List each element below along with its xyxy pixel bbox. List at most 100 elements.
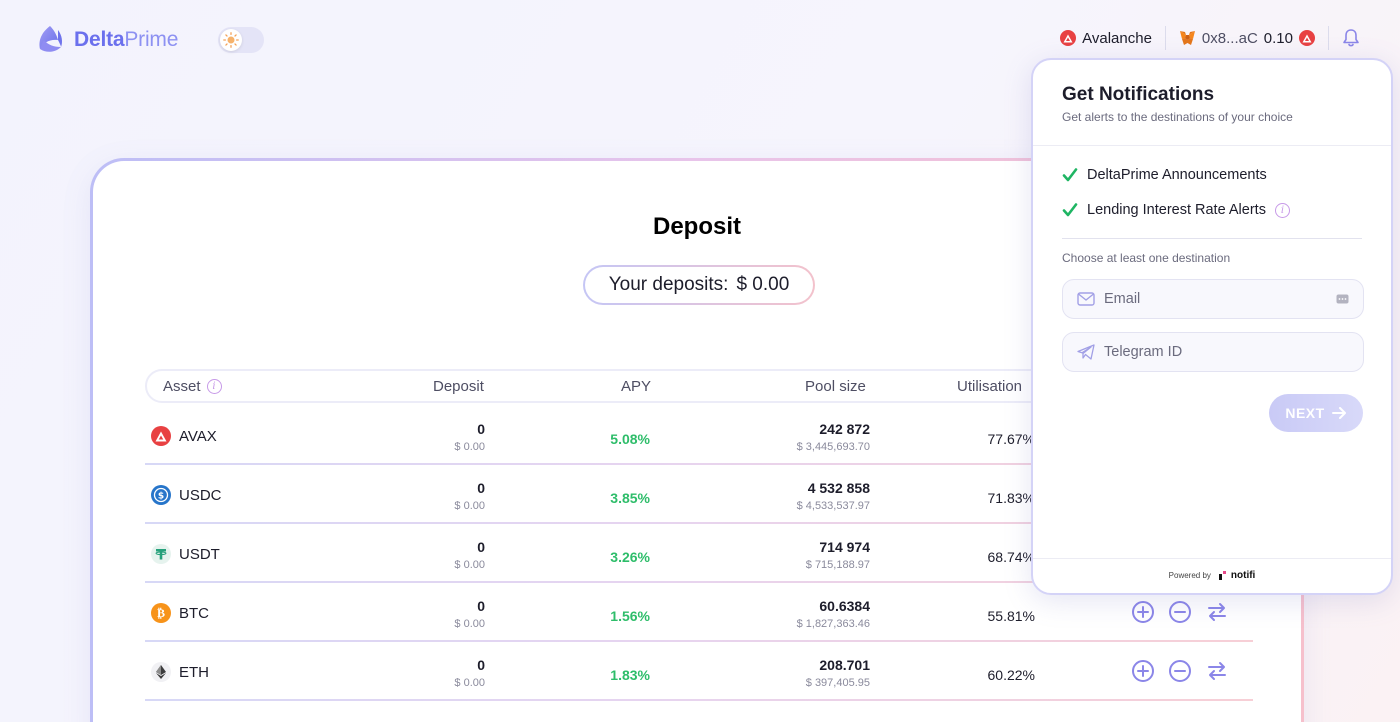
logo[interactable]: DeltaPrime	[32, 22, 178, 58]
network-selector[interactable]: Avalanche	[1060, 30, 1152, 47]
column-utilisation: Utilisation	[957, 377, 1023, 395]
notifications-title: Get Notifications	[1062, 84, 1215, 105]
asset-symbol: BTC	[179, 604, 209, 622]
telegram-icon	[1077, 344, 1095, 360]
option-label: Lending Interest Rate Alerts	[1087, 202, 1266, 218]
deposit-cell: 0 $ 0.00	[454, 421, 485, 453]
pool-cell: 60.6384 $ 1,827,363.46	[797, 598, 870, 630]
column-apy: APY	[621, 377, 652, 395]
notification-option-interest-rate[interactable]: Lending Interest Rate Alerts i	[1062, 202, 1290, 218]
deposit-amount: 0	[477, 480, 485, 496]
powered-by-label: Powered by	[1168, 571, 1211, 580]
row-actions	[1131, 659, 1229, 683]
asset-symbol: USDC	[179, 486, 222, 504]
header-divider-2	[1328, 26, 1329, 50]
pool-amount: 242 872	[819, 421, 870, 437]
table-row: USDT 0 $ 0.00 3.26% 714 974 $ 715,188.97…	[145, 524, 1253, 583]
divider	[1033, 145, 1391, 146]
pool-amount: 4 532 858	[807, 480, 870, 496]
deposit-cell: 0 $ 0.00	[454, 480, 485, 512]
deposit-usd: $ 0.00	[454, 559, 485, 571]
bell-icon	[1343, 29, 1359, 47]
theme-toggle[interactable]	[218, 27, 264, 53]
utilisation-value: 77.67%	[987, 431, 1035, 447]
your-deposits-label: Your deposits:	[608, 274, 729, 295]
asset-cell: $ USDC	[151, 485, 222, 505]
deposit-usd: $ 0.00	[454, 618, 485, 630]
deposit-plus-icon[interactable]	[1131, 600, 1155, 624]
btc-icon: ₿	[151, 603, 171, 623]
notification-option-announcements[interactable]: DeltaPrime Announcements	[1062, 167, 1267, 183]
apy-value: 3.26%	[610, 549, 650, 565]
deposit-cell: 0 $ 0.00	[454, 657, 485, 689]
asset-cell: ₿ BTC	[151, 603, 209, 623]
arrow-right-icon	[1331, 407, 1346, 419]
notifi-logo[interactable]: notifi	[1218, 570, 1256, 581]
pool-amount: 208.701	[819, 657, 870, 673]
utilisation-value: 55.81%	[987, 608, 1035, 624]
pool-usd: $ 3,445,693.70	[796, 441, 870, 453]
network-name: Avalanche	[1082, 29, 1152, 47]
asset-cell: ETH	[151, 662, 209, 682]
powered-by: Powered by notifi	[1033, 570, 1391, 581]
row-actions	[1131, 600, 1229, 624]
utilisation-value: 71.83%	[987, 490, 1035, 506]
deposit-amount: 0	[477, 657, 485, 673]
swap-arrows-icon[interactable]	[1205, 600, 1229, 624]
asset-symbol: ETH	[179, 663, 209, 681]
notifi-brand: notifi	[1230, 570, 1256, 581]
pool-amount: 714 974	[819, 539, 870, 555]
pool-cell: 714 974 $ 715,188.97	[806, 539, 870, 571]
logo-text-light: Prime	[124, 28, 179, 51]
avalanche-balance-icon	[1299, 30, 1315, 46]
telegram-input[interactable]	[1104, 344, 1349, 360]
wallet-button[interactable]: 0x8...aC 0.10	[1179, 30, 1315, 47]
asset-symbol: USDT	[179, 545, 220, 563]
apy-value: 3.85%	[610, 490, 650, 506]
usdt-icon	[151, 544, 171, 564]
your-deposits-pill: Your deposits: $ 0.00	[583, 265, 815, 305]
deposit-plus-icon[interactable]	[1131, 659, 1155, 683]
usdc-icon: $	[151, 485, 171, 505]
next-button[interactable]: NEXT	[1269, 394, 1363, 432]
divider	[1033, 558, 1391, 559]
deposit-amount: 0	[477, 598, 485, 614]
notifications-subtitle: Get alerts to the destinations of your c…	[1062, 110, 1293, 124]
avalanche-icon	[1060, 30, 1077, 46]
withdraw-minus-icon[interactable]	[1168, 600, 1192, 624]
asset-cell: USDT	[151, 544, 220, 564]
notifications-panel: Get Notifications Get alerts to the dest…	[1031, 58, 1393, 595]
avax-icon	[151, 426, 171, 446]
email-input[interactable]	[1104, 291, 1327, 307]
table-row: $ USDC 0 $ 0.00 3.85% 4 532 858 $ 4,533,…	[145, 465, 1253, 524]
pool-usd: $ 1,827,363.46	[796, 618, 870, 630]
logo-text-bold: Delta	[74, 28, 125, 51]
wallet-address: 0x8...aC	[1201, 29, 1258, 47]
column-asset-label: Asset	[163, 377, 201, 395]
pool-amount: 60.6384	[819, 598, 870, 614]
deposit-cell: 0 $ 0.00	[454, 598, 485, 630]
your-deposits-value: $ 0.00	[736, 274, 790, 295]
table-row: ₿ BTC 0 $ 0.00 1.56% 60.6384 $ 1,827,363…	[145, 583, 1253, 642]
asset-symbol: AVAX	[179, 427, 217, 445]
sun-icon	[220, 29, 242, 51]
deltaprime-logo-icon	[39, 26, 62, 52]
pool-usd: $ 4,533,537.97	[796, 500, 870, 512]
notifi-logo-icon	[1218, 571, 1226, 580]
password-manager-icon[interactable]	[1336, 294, 1349, 304]
apy-value: 5.08%	[610, 431, 650, 447]
info-icon[interactable]: i	[1274, 202, 1290, 218]
column-pool-size: Pool size	[805, 377, 866, 395]
withdraw-minus-icon[interactable]	[1168, 659, 1192, 683]
checkmark-icon	[1062, 203, 1078, 217]
swap-arrows-icon[interactable]	[1205, 659, 1229, 683]
pool-usd: $ 397,405.95	[805, 677, 870, 689]
notifications-bell-button[interactable]	[1342, 28, 1360, 48]
asset-cell: AVAX	[151, 426, 217, 446]
table-row: ETH 0 $ 0.00 1.83% 208.701 $ 397,405.95 …	[145, 642, 1253, 701]
info-icon[interactable]: i	[206, 378, 222, 394]
metamask-icon	[1179, 31, 1195, 45]
email-field	[1062, 279, 1364, 319]
eth-icon	[151, 662, 171, 682]
pool-cell: 4 532 858 $ 4,533,537.97	[797, 480, 870, 512]
